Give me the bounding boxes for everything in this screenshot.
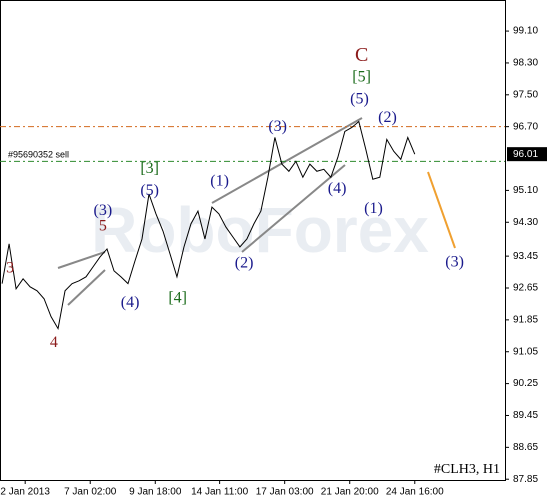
symbol-label: #CLH3, H1 xyxy=(434,462,500,477)
wave-label: C xyxy=(355,44,368,66)
wave-label: (5) xyxy=(140,182,159,199)
y-tick-label: 92.65 xyxy=(513,283,538,294)
wave-label: (1) xyxy=(364,200,383,217)
y-tick-label: 91.85 xyxy=(513,315,538,326)
current-price-label: 96.01 xyxy=(513,149,538,160)
trend-line xyxy=(67,269,106,306)
x-tick-label: 7 Jan 02:00 xyxy=(64,487,117,498)
wave-label: [5] xyxy=(352,68,371,85)
wave-label: 4 xyxy=(50,334,58,351)
trend-lines xyxy=(57,117,456,306)
y-tick-label: 96.70 xyxy=(513,121,538,132)
y-tick-label: 95.10 xyxy=(513,185,538,196)
wave-label: (3) xyxy=(445,254,464,271)
wave-label: (3) xyxy=(93,202,112,219)
x-tick-label: 24 Jan 16:00 xyxy=(386,487,444,498)
wave-label: (2) xyxy=(235,254,254,271)
x-tick-label: 21 Jan 20:00 xyxy=(321,487,379,498)
y-tick-label: 99.10 xyxy=(513,26,538,37)
price-line xyxy=(1,120,416,331)
wave-label: 5 xyxy=(99,218,107,235)
trend-line xyxy=(241,164,346,253)
forecast-line xyxy=(427,171,456,249)
wave-label: [3] xyxy=(140,160,159,177)
wave-label: (4) xyxy=(121,294,140,311)
y-tick-label: 91.05 xyxy=(513,346,538,357)
y-tick-label: 97.50 xyxy=(513,89,538,100)
trend-line xyxy=(57,251,106,269)
current-price-box xyxy=(507,147,547,162)
wave-label: (3) xyxy=(268,118,287,135)
x-tick-label: 17 Jan 03:00 xyxy=(256,487,314,498)
wave-label: [4] xyxy=(168,289,187,306)
wave-label: (4) xyxy=(328,180,347,197)
y-tick-label: 89.45 xyxy=(513,410,538,421)
wave-label: (1) xyxy=(210,173,229,190)
y-tick-label: 87.85 xyxy=(513,474,538,485)
y-tick-label: 90.25 xyxy=(513,378,538,389)
x-tick-label: 14 Jan 11:00 xyxy=(191,487,249,498)
y-tick-label: 93.45 xyxy=(513,251,538,262)
trend-line xyxy=(211,117,363,204)
wave-label: 3 xyxy=(6,260,14,277)
x-tick-label: 9 Jan 18:00 xyxy=(129,487,182,498)
wave-label: (2) xyxy=(378,109,397,126)
y-tick-label: 88.65 xyxy=(513,442,538,453)
plot-frame xyxy=(0,0,506,481)
y-tick-label: 94.30 xyxy=(513,217,538,228)
x-tick-label: 2 Jan 2013 xyxy=(0,487,50,498)
wave-label: (5) xyxy=(350,90,369,107)
level-label: #95690352 sell xyxy=(8,150,69,160)
y-tick-label: 98.30 xyxy=(513,58,538,69)
